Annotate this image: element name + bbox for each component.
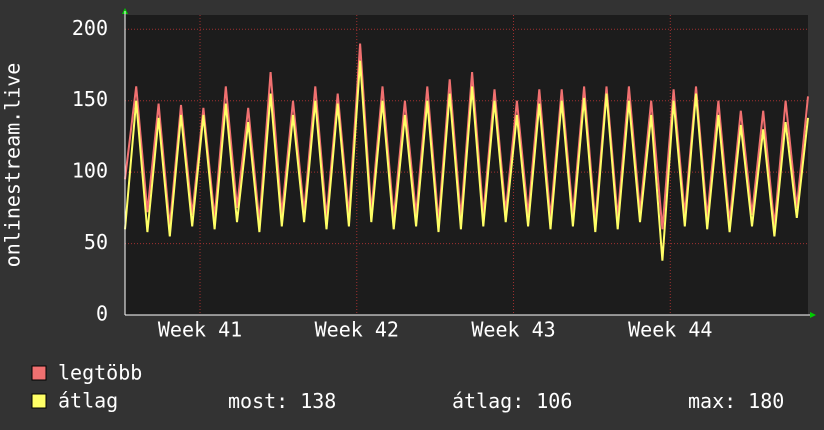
legend-swatch: [31, 365, 47, 381]
stat-value: 180: [748, 389, 784, 413]
x-tick-label: Week 44: [628, 318, 712, 342]
stat: most: 138: [228, 389, 336, 413]
x-tick-label: Week 42: [315, 318, 399, 342]
series-line: [124, 60, 809, 261]
y-tick-label: 150: [72, 87, 108, 111]
stat-value: 106: [536, 389, 572, 413]
axis-arrow: [810, 312, 816, 318]
legend-label: legtöbb: [58, 361, 142, 385]
y-tick-label: 100: [72, 159, 108, 183]
stat-value: 138: [300, 389, 336, 413]
y-tick-label: 0: [96, 302, 108, 326]
legend-label: átlag: [58, 389, 118, 413]
x-tick-label: Week 41: [158, 318, 242, 342]
y-tick-label: 200: [72, 16, 108, 40]
y-tick-label: 50: [84, 230, 108, 254]
stat-label: most:: [228, 389, 288, 413]
stat-label: átlag:: [452, 389, 524, 413]
stat: átlag: 106: [452, 389, 572, 413]
legend-swatch: [31, 393, 47, 409]
stat: max: 180: [688, 389, 784, 413]
stat-label: max:: [688, 389, 736, 413]
y-axis-label: onlinestream.live: [1, 63, 25, 268]
x-tick-label: Week 43: [471, 318, 555, 342]
